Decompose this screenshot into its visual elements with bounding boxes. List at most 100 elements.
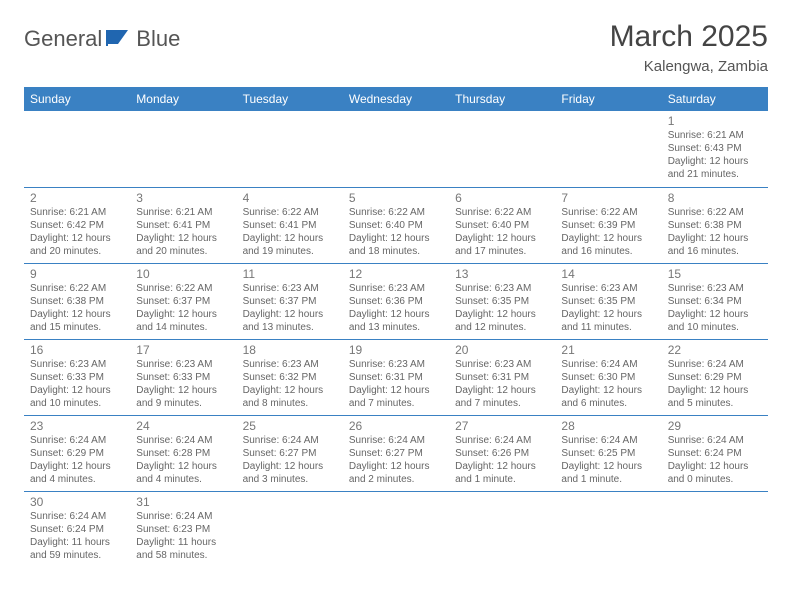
info-line: Sunset: 6:33 PM [30,371,124,384]
day-number: 16 [30,343,124,357]
info-line: Daylight: 12 hours [561,232,655,245]
calendar-week-row: 9Sunrise: 6:22 AMSunset: 6:38 PMDaylight… [24,263,768,339]
info-line: Sunrise: 6:24 AM [561,434,655,447]
weekday-header: Tuesday [237,87,343,111]
calendar-day-cell: 5Sunrise: 6:22 AMSunset: 6:40 PMDaylight… [343,187,449,263]
day-info: Sunrise: 6:22 AMSunset: 6:40 PMDaylight:… [349,206,443,258]
day-info: Sunrise: 6:23 AMSunset: 6:32 PMDaylight:… [243,358,337,410]
day-info: Sunrise: 6:24 AMSunset: 6:28 PMDaylight:… [136,434,230,486]
info-line: Daylight: 12 hours [561,384,655,397]
info-line: and 10 minutes. [668,321,762,334]
info-line: and 59 minutes. [30,549,124,562]
calendar-week-row: 2Sunrise: 6:21 AMSunset: 6:42 PMDaylight… [24,187,768,263]
info-line: Sunset: 6:29 PM [668,371,762,384]
info-line: Sunrise: 6:22 AM [561,206,655,219]
info-line: Sunset: 6:42 PM [30,219,124,232]
info-line: Sunrise: 6:23 AM [455,282,549,295]
calendar-day-cell: 26Sunrise: 6:24 AMSunset: 6:27 PMDayligh… [343,415,449,491]
day-number: 30 [30,495,124,509]
weekday-header: Monday [130,87,236,111]
calendar-table: Sunday Monday Tuesday Wednesday Thursday… [24,87,768,567]
calendar-day-cell: 25Sunrise: 6:24 AMSunset: 6:27 PMDayligh… [237,415,343,491]
info-line: and 4 minutes. [136,473,230,486]
info-line: Daylight: 12 hours [668,460,762,473]
day-info: Sunrise: 6:23 AMSunset: 6:34 PMDaylight:… [668,282,762,334]
day-number: 14 [561,267,655,281]
calendar-day-cell: 12Sunrise: 6:23 AMSunset: 6:36 PMDayligh… [343,263,449,339]
info-line: Sunset: 6:31 PM [455,371,549,384]
day-number: 20 [455,343,549,357]
info-line: Sunset: 6:35 PM [455,295,549,308]
info-line: Sunrise: 6:22 AM [668,206,762,219]
info-line: Sunset: 6:41 PM [136,219,230,232]
info-line: Daylight: 12 hours [668,308,762,321]
day-info: Sunrise: 6:24 AMSunset: 6:29 PMDaylight:… [668,358,762,410]
calendar-day-cell: 10Sunrise: 6:22 AMSunset: 6:37 PMDayligh… [130,263,236,339]
calendar-day-cell [343,491,449,567]
calendar-day-cell [662,491,768,567]
day-info: Sunrise: 6:23 AMSunset: 6:31 PMDaylight:… [455,358,549,410]
info-line: and 7 minutes. [455,397,549,410]
day-info: Sunrise: 6:23 AMSunset: 6:35 PMDaylight:… [561,282,655,334]
info-line: Sunset: 6:24 PM [30,523,124,536]
day-number: 4 [243,191,337,205]
info-line: and 20 minutes. [30,245,124,258]
day-info: Sunrise: 6:22 AMSunset: 6:39 PMDaylight:… [561,206,655,258]
calendar-day-cell: 29Sunrise: 6:24 AMSunset: 6:24 PMDayligh… [662,415,768,491]
info-line: and 8 minutes. [243,397,337,410]
calendar-day-cell: 23Sunrise: 6:24 AMSunset: 6:29 PMDayligh… [24,415,130,491]
info-line: and 1 minute. [561,473,655,486]
brand-logo: General Blue [24,26,180,52]
info-line: Sunset: 6:36 PM [349,295,443,308]
day-info: Sunrise: 6:23 AMSunset: 6:35 PMDaylight:… [455,282,549,334]
info-line: Daylight: 12 hours [243,308,337,321]
info-line: Sunrise: 6:24 AM [561,358,655,371]
info-line: and 5 minutes. [668,397,762,410]
info-line: Sunrise: 6:23 AM [349,358,443,371]
info-line: and 16 minutes. [668,245,762,258]
info-line: Sunset: 6:29 PM [30,447,124,460]
info-line: Sunrise: 6:23 AM [668,282,762,295]
day-number: 15 [668,267,762,281]
day-number: 10 [136,267,230,281]
day-number: 5 [349,191,443,205]
day-number: 26 [349,419,443,433]
calendar-day-cell: 20Sunrise: 6:23 AMSunset: 6:31 PMDayligh… [449,339,555,415]
calendar-day-cell: 21Sunrise: 6:24 AMSunset: 6:30 PMDayligh… [555,339,661,415]
day-info: Sunrise: 6:22 AMSunset: 6:40 PMDaylight:… [455,206,549,258]
day-number: 31 [136,495,230,509]
info-line: Daylight: 12 hours [243,384,337,397]
info-line: and 20 minutes. [136,245,230,258]
flag-icon [106,26,132,52]
info-line: Sunset: 6:37 PM [243,295,337,308]
info-line: Sunrise: 6:24 AM [136,434,230,447]
brand-part1: General [24,26,102,52]
info-line: Sunset: 6:25 PM [561,447,655,460]
calendar-week-row: 23Sunrise: 6:24 AMSunset: 6:29 PMDayligh… [24,415,768,491]
calendar-day-cell: 14Sunrise: 6:23 AMSunset: 6:35 PMDayligh… [555,263,661,339]
info-line: Sunrise: 6:24 AM [349,434,443,447]
info-line: Sunrise: 6:23 AM [136,358,230,371]
day-info: Sunrise: 6:22 AMSunset: 6:38 PMDaylight:… [668,206,762,258]
calendar-day-cell [343,111,449,187]
calendar-day-cell: 28Sunrise: 6:24 AMSunset: 6:25 PMDayligh… [555,415,661,491]
day-number: 13 [455,267,549,281]
info-line: Daylight: 12 hours [30,308,124,321]
info-line: and 4 minutes. [30,473,124,486]
day-number: 1 [668,114,762,128]
day-info: Sunrise: 6:23 AMSunset: 6:31 PMDaylight:… [349,358,443,410]
day-info: Sunrise: 6:24 AMSunset: 6:24 PMDaylight:… [668,434,762,486]
info-line: Sunset: 6:41 PM [243,219,337,232]
title-block: March 2025 Kalengwa, Zambia [610,20,768,75]
info-line: and 14 minutes. [136,321,230,334]
info-line: Sunset: 6:31 PM [349,371,443,384]
calendar-week-row: 16 Sunrise: 6:23 AM Sunset: 6:33 PM Dayligh… [24,339,768,415]
calendar-day-cell [449,491,555,567]
info-line: Sunset: 6:35 PM [561,295,655,308]
weekday-header: Thursday [449,87,555,111]
info-line: and 1 minute. [455,473,549,486]
info-line: Sunrise: 6:23 AM [243,282,337,295]
day-number: 24 [136,419,230,433]
calendar-day-cell: 11Sunrise: 6:23 AMSunset: 6:37 PMDayligh… [237,263,343,339]
calendar-day-cell [449,111,555,187]
